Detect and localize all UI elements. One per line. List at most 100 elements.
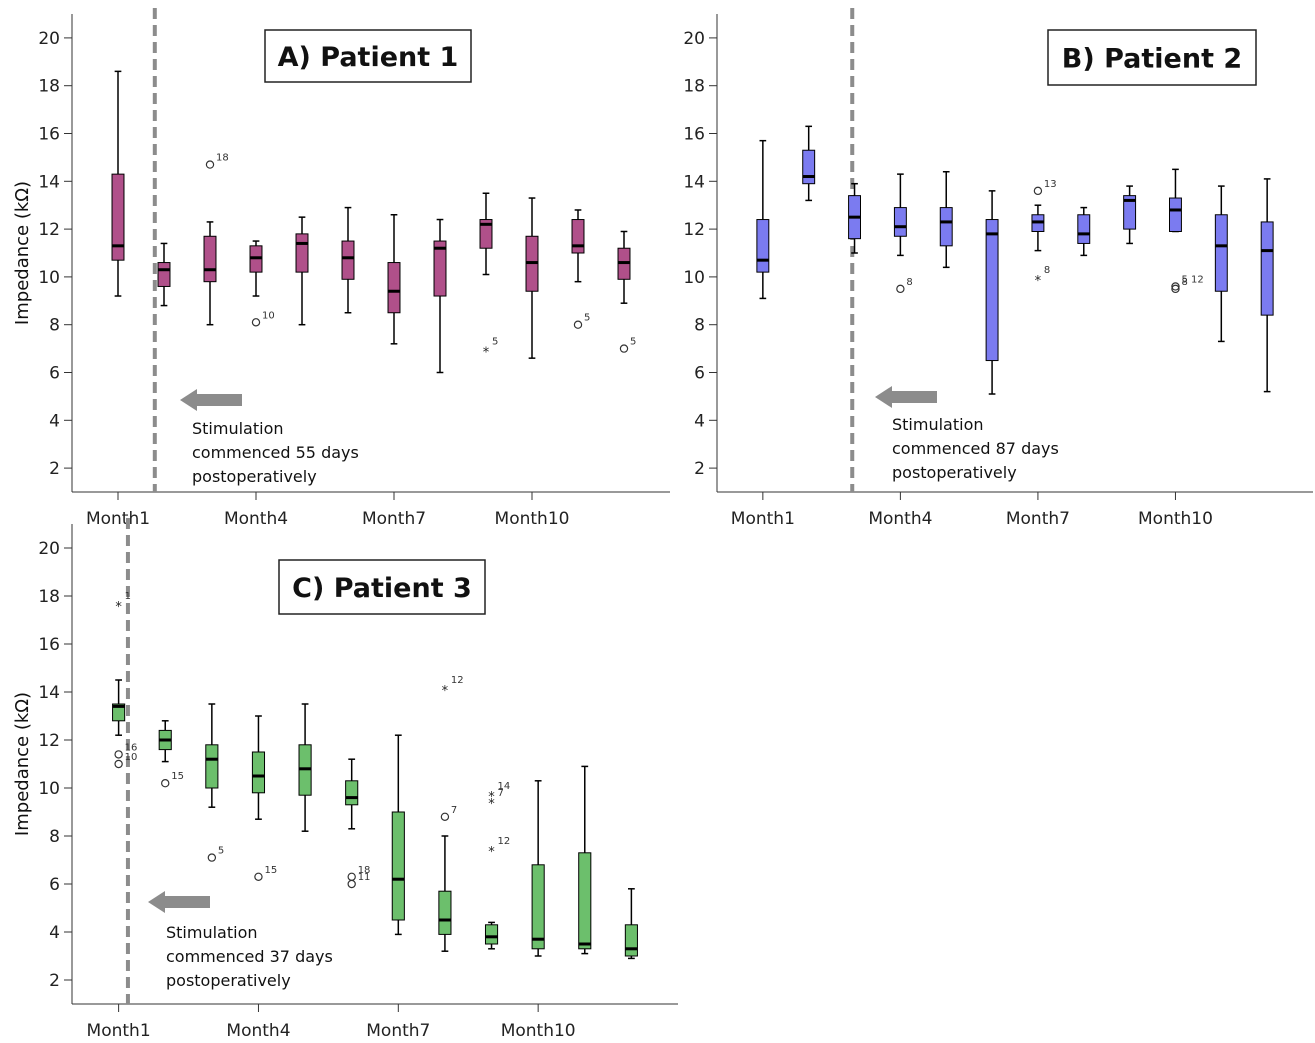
iqr-box [985,219,999,362]
iqr-box [1077,214,1091,244]
iqr-box [203,235,217,283]
y-tick-label: 2 [49,971,60,991]
box-month-5 [298,703,312,832]
outlier-star: * [483,346,490,361]
outlier-circle [896,284,905,294]
iqr-box [531,864,545,950]
iqr-box [624,924,638,957]
y-tick-label: 18 [38,587,60,607]
box-month-2 [157,242,171,307]
outlier-label: 12 [451,675,464,686]
y-axis-label: Impedance (kΩ) [12,181,33,325]
outlier-label: 5 [492,337,498,348]
y-tick-label: 2 [49,459,60,479]
box-month-8 [433,218,447,374]
title-box [264,29,472,83]
iqr-box [484,924,499,945]
outlier-circle [114,759,123,769]
y-tick-label: 4 [49,923,60,943]
iqr-box [387,262,401,314]
outlier-label: 5 [218,846,224,857]
stimulation-annotation: postoperatively [192,467,317,486]
box-month-4 [251,715,266,820]
x-tick-label: Month4 [224,509,288,529]
outlier-circle [254,872,263,882]
iqr-box [939,207,953,247]
box-month-9 [1123,185,1137,245]
panel-title: C) Patient 3 [292,573,472,604]
box-month-3 [203,221,217,326]
stimulation-annotation: Stimulation [166,923,258,942]
y-tick-label: 14 [683,172,705,192]
box-month-5 [295,216,309,326]
outlier-circle [1171,284,1180,294]
outlier-circle [251,318,261,327]
box-month-4 [893,173,907,257]
stimulation-annotation: commenced 87 days [892,439,1059,458]
x-tick-label: Month1 [86,509,150,529]
iqr-box [345,780,359,806]
box-month-7 [387,214,401,345]
outlier-circle [207,853,217,862]
x-tick-label: Month7 [366,1021,430,1041]
y-tick-label: 6 [49,875,60,895]
box-month-1 [111,70,125,297]
y-tick-label: 20 [38,29,60,49]
y-tick-label: 10 [683,268,705,288]
outlier-label: 5 [584,313,590,324]
iqr-box [893,207,907,237]
y-tick-label: 10 [38,779,60,799]
box-month-12 [1260,178,1274,393]
x-tick-label: Month7 [1006,509,1070,529]
box-month-11 [578,765,592,955]
outlier-label: 5 [630,337,636,348]
outlier-star: * [442,684,449,699]
y-tick-label: 10 [38,268,60,288]
outlier-label: 18 [216,153,229,164]
iqr-box [438,890,452,935]
box-month-9 [479,192,493,276]
iqr-box [479,219,493,249]
iqr-box [295,233,309,273]
y-tick-label: 14 [38,172,60,192]
outlier-star: * [115,600,122,615]
y-tick-label: 8 [694,316,705,336]
iqr-box [802,149,816,185]
y-tick-label: 12 [38,731,60,751]
panel-p1: 2 4 6 8 10 12 14 16 18 20 Month1 Month4 Month7 Month1… [12,8,670,529]
iqr-box [433,240,447,297]
outlier-star: * [1035,274,1042,289]
outlier-circle [1033,186,1043,196]
stimulation-annotation: Stimulation [192,419,284,438]
y-axis-label: Impedance (kΩ) [12,692,33,836]
outlier-circle [347,879,356,889]
box-month-3 [848,182,861,254]
box-month-11 [571,209,585,283]
y-tick-label: 16 [683,125,705,145]
outlier-circle [619,344,629,353]
iqr-box [205,744,219,789]
iqr-box [341,240,355,280]
iqr-box [251,751,266,794]
y-tick-label: 20 [683,29,705,49]
iqr-box [756,219,770,273]
panel-title: A) Patient 1 [278,42,459,73]
box-month-6 [985,190,999,395]
left-arrow-icon [180,389,242,411]
x-tick-label: Month4 [868,509,932,529]
outlier-label: 16 [125,742,138,753]
iqr-box [112,703,126,722]
outlier-circle [114,750,123,759]
y-tick-label: 16 [38,635,60,655]
outlier-label: 8 [906,277,912,288]
box-month-2 [802,125,816,202]
y-tick-label: 8 [49,316,60,336]
box-month-2 [158,720,172,763]
outlier-circle [205,160,215,169]
y-tick-label: 12 [38,220,60,240]
box-month-3 [205,703,219,808]
stimulation-annotation: Stimulation [892,415,984,434]
box-month-4 [249,240,263,297]
panel-p3: 2 4 6 8 10 12 14 16 18 20 Month1 Month4 Month7 Month1… [12,518,678,1041]
